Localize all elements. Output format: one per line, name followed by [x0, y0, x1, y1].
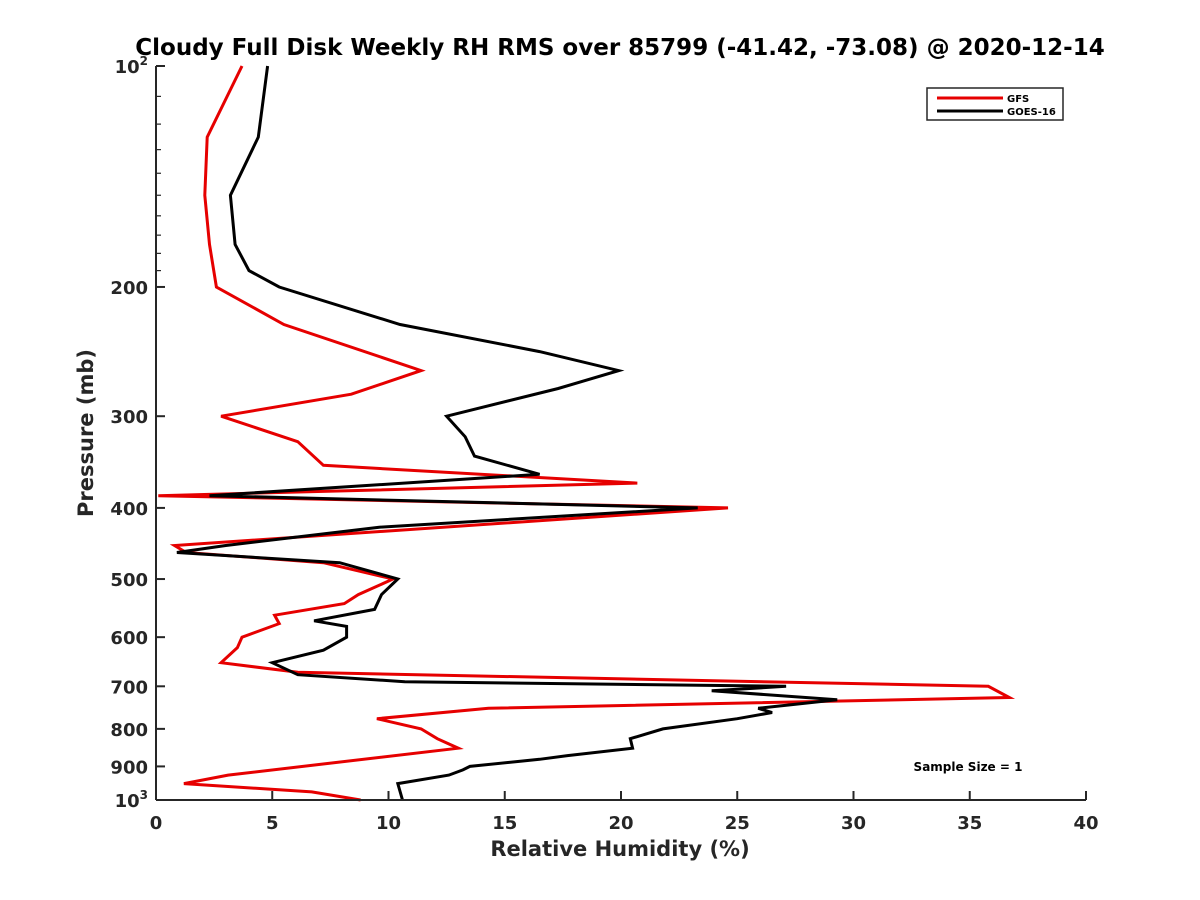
y-tick-label: 800 — [110, 720, 148, 741]
y-tick-label: 700 — [110, 677, 148, 698]
chart-title: Cloudy Full Disk Weekly RH RMS over 8579… — [135, 35, 1104, 61]
legend-label-goes-16: GOES-16 — [1007, 107, 1056, 118]
x-tick-label: 5 — [266, 813, 279, 834]
legend-label-gfs: GFS — [1007, 94, 1029, 105]
y-axis-label: Pressure (mb) — [74, 349, 98, 517]
y-tick-label: 900 — [110, 757, 148, 778]
y-tick-label: 103 — [115, 788, 148, 812]
series-line-gfs — [158, 65, 1016, 802]
x-axis-label: Relative Humidity (%) — [490, 837, 749, 861]
y-tick-label: 500 — [110, 570, 148, 591]
series-line-goes-16 — [176, 65, 838, 801]
x-tick-label: 10 — [376, 813, 401, 834]
y-tick-label: 400 — [110, 499, 148, 520]
legend-box — [926, 87, 1064, 121]
x-tick-label: 35 — [957, 813, 982, 834]
x-tick-label: 30 — [841, 813, 866, 834]
sample-size-annotation: Sample Size = 1 — [914, 760, 1023, 774]
x-tick-label: 0 — [150, 813, 163, 834]
axes-layer: 0 5 10 15 20 25 30 35 40 102 200 300 400 500 600 700 800… — [110, 54, 1098, 834]
x-tick-label: 20 — [608, 813, 633, 834]
y-tick-label: 102 — [115, 54, 148, 78]
y-tick-label: 600 — [110, 628, 148, 649]
y-tick-label: 200 — [110, 278, 148, 299]
legend: GFS GOES-16 — [926, 87, 1064, 121]
series-layer — [158, 65, 1016, 802]
y-tick-label: 300 — [110, 407, 148, 428]
x-tick-label: 25 — [725, 813, 750, 834]
x-tick-label: 40 — [1073, 813, 1098, 834]
x-tick-label: 15 — [492, 813, 517, 834]
